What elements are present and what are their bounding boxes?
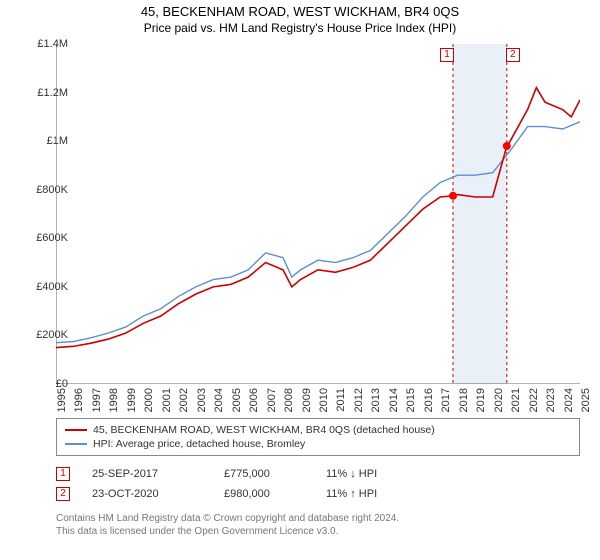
x-axis-label: 2013 bbox=[370, 388, 382, 412]
x-axis-label: 2024 bbox=[563, 388, 575, 412]
tx-marker-icon: 1 bbox=[56, 467, 70, 481]
tx-price: £775,000 bbox=[224, 468, 304, 480]
transactions-table: 1 25-SEP-2017 £775,000 11% ↓ HPI 2 23-OC… bbox=[56, 464, 580, 504]
x-axis-label: 1995 bbox=[56, 388, 68, 412]
x-axis-label: 2000 bbox=[143, 388, 155, 412]
x-axis-label: 2003 bbox=[196, 388, 208, 412]
x-axis-label: 2001 bbox=[161, 388, 173, 412]
chart-marker-label: 2 bbox=[506, 48, 520, 62]
x-axis-label: 2015 bbox=[405, 388, 417, 412]
x-axis-label: 2009 bbox=[301, 388, 313, 412]
y-axis-label: £1.2M bbox=[37, 87, 68, 99]
x-axis-label: 1999 bbox=[126, 388, 138, 412]
y-axis-label: £800K bbox=[36, 184, 68, 196]
x-axis-label: 2007 bbox=[266, 388, 278, 412]
y-axis-label: £1M bbox=[47, 135, 68, 147]
x-axis-label: 2023 bbox=[545, 388, 557, 412]
x-axis-label: 1996 bbox=[73, 388, 85, 412]
x-axis-label: 2021 bbox=[510, 388, 522, 412]
y-axis-label: £400K bbox=[36, 281, 68, 293]
y-axis-label: £600K bbox=[36, 232, 68, 244]
price-chart bbox=[56, 44, 580, 384]
legend-label: HPI: Average price, detached house, Brom… bbox=[93, 438, 305, 450]
chart-subtitle: Price paid vs. HM Land Registry's House … bbox=[0, 21, 600, 35]
legend-swatch bbox=[65, 443, 87, 445]
x-axis-label: 2025 bbox=[580, 388, 592, 412]
legend-swatch bbox=[65, 429, 87, 431]
x-axis-label: 2016 bbox=[423, 388, 435, 412]
x-axis-label: 2012 bbox=[353, 388, 365, 412]
tx-price: £980,000 bbox=[224, 488, 304, 500]
footnote-line: This data is licensed under the Open Gov… bbox=[56, 525, 580, 538]
x-axis-label: 2019 bbox=[475, 388, 487, 412]
chart-legend: 45, BECKENHAM ROAD, WEST WICKHAM, BR4 0Q… bbox=[56, 418, 580, 456]
y-axis-label: £1.4M bbox=[37, 38, 68, 50]
tx-date: 25-SEP-2017 bbox=[92, 468, 202, 480]
x-axis-label: 2011 bbox=[335, 388, 347, 412]
tx-date: 23-OCT-2020 bbox=[92, 488, 202, 500]
x-axis-label: 2022 bbox=[528, 388, 540, 412]
tx-pct: 11% ↓ HPI bbox=[326, 468, 416, 480]
tx-marker-icon: 2 bbox=[56, 487, 70, 501]
x-axis-label: 2017 bbox=[440, 388, 452, 412]
x-axis-label: 1997 bbox=[91, 388, 103, 412]
tx-pct: 11% ↑ HPI bbox=[326, 488, 416, 500]
x-axis-label: 2010 bbox=[318, 388, 330, 412]
table-row: 1 25-SEP-2017 £775,000 11% ↓ HPI bbox=[56, 464, 580, 484]
chart-marker-label: 1 bbox=[440, 48, 454, 62]
legend-row: HPI: Average price, detached house, Brom… bbox=[65, 437, 571, 451]
x-axis-label: 2014 bbox=[388, 388, 400, 412]
x-axis-label: 2018 bbox=[458, 388, 470, 412]
table-row: 2 23-OCT-2020 £980,000 11% ↑ HPI bbox=[56, 484, 580, 504]
x-axis-label: 2020 bbox=[493, 388, 505, 412]
x-axis-label: 2002 bbox=[178, 388, 190, 412]
legend-label: 45, BECKENHAM ROAD, WEST WICKHAM, BR4 0Q… bbox=[93, 424, 435, 436]
x-axis-label: 1998 bbox=[108, 388, 120, 412]
chart-title: 45, BECKENHAM ROAD, WEST WICKHAM, BR4 0Q… bbox=[0, 4, 600, 19]
footnote: Contains HM Land Registry data © Crown c… bbox=[56, 512, 580, 538]
x-axis-label: 2004 bbox=[213, 388, 225, 412]
footnote-line: Contains HM Land Registry data © Crown c… bbox=[56, 512, 580, 525]
legend-row: 45, BECKENHAM ROAD, WEST WICKHAM, BR4 0Q… bbox=[65, 423, 571, 437]
x-axis-label: 2006 bbox=[248, 388, 260, 412]
x-axis-label: 2005 bbox=[231, 388, 243, 412]
y-axis-label: £200K bbox=[36, 329, 68, 341]
x-axis-label: 2008 bbox=[283, 388, 295, 412]
